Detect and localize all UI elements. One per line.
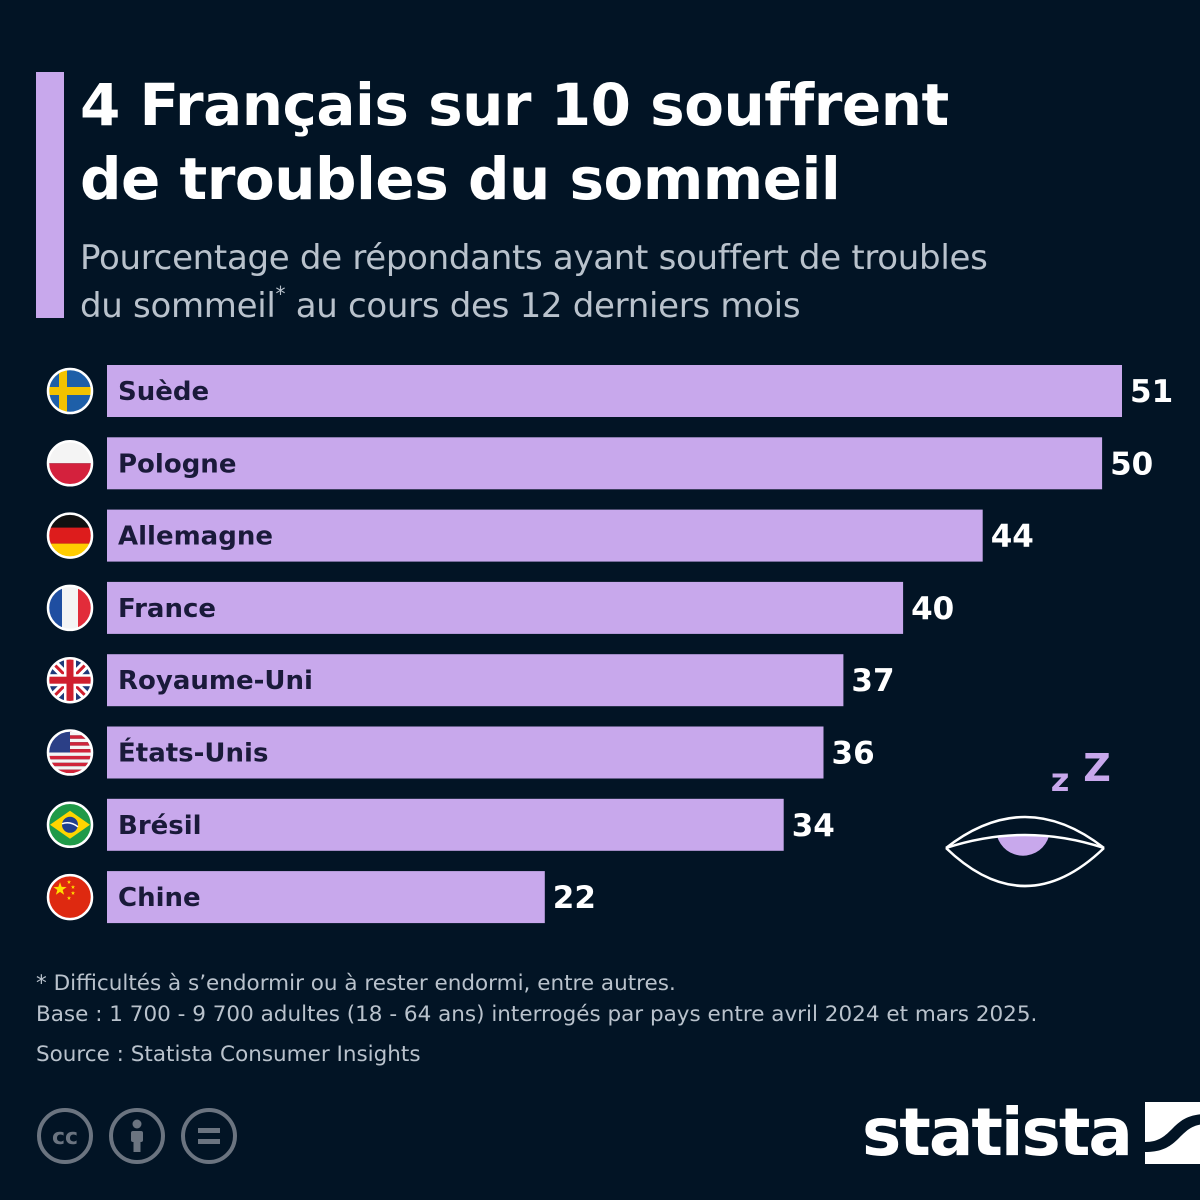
bar-category-label: Chine — [118, 883, 201, 913]
subtitle-line-2b: au cours des 12 derniers mois — [285, 286, 801, 326]
bar-value-label: 44 — [991, 519, 1034, 555]
bar-category-label: Royaume-Uni — [118, 666, 313, 696]
cc-icon[interactable]: cc — [36, 1107, 94, 1165]
footnote-line-2: Base : 1 700 - 9 700 adultes (18 - 64 an… — [36, 1002, 1038, 1027]
bar-value-label: 36 — [832, 736, 875, 772]
page-title: 4 Français sur 10 souffrent de troubles … — [80, 68, 1140, 216]
z-small-text: z — [1051, 761, 1070, 799]
sleepy-eye-icon: z Z — [945, 746, 1111, 888]
footnote: * Difficultés à s’endormir ou à rester e… — [36, 968, 1136, 1030]
bar — [107, 798, 784, 851]
france-flag-icon — [46, 584, 94, 632]
brand-wordmark: statista — [862, 1094, 1133, 1171]
bar — [107, 437, 1103, 490]
license-icons: cc — [36, 1107, 238, 1165]
bar-value-label: 51 — [1130, 374, 1173, 410]
bar-value-label: 34 — [792, 808, 835, 844]
attribution-icon[interactable] — [108, 1107, 166, 1165]
bar — [107, 365, 1122, 417]
z-large-text: Z — [1083, 746, 1111, 790]
subtitle-line-2: du sommeil* au cours des 12 derniers moi… — [80, 282, 1160, 330]
bar-value-label: 22 — [553, 880, 596, 916]
subtitle-line-1: Pourcentage de répondants ayant souffert… — [80, 238, 988, 278]
svg-text:cc: cc — [52, 1125, 78, 1150]
sweden-flag-icon — [46, 367, 94, 415]
china-flag-icon — [46, 873, 94, 921]
title-accent-bar — [36, 72, 64, 318]
usa-flag-icon — [46, 729, 94, 776]
bar — [107, 509, 983, 562]
bar-value-label: 50 — [1110, 446, 1153, 482]
statista-brand[interactable]: statista — [862, 1098, 1200, 1168]
bar-value-label: 37 — [851, 663, 894, 699]
bar-category-label: Allemagne — [118, 522, 273, 552]
subtitle-line-2a: du sommeil — [80, 286, 276, 326]
bar — [107, 654, 844, 707]
bar-category-label: Pologne — [118, 449, 236, 479]
bar-value-label: 40 — [911, 591, 954, 627]
source-text: Source : Statista Consumer Insights — [36, 1042, 421, 1067]
statista-logo-icon — [1144, 1102, 1200, 1164]
bar — [107, 581, 904, 634]
bar-category-label: Suède — [118, 377, 209, 407]
bars-layer: Suède 51 Pologne 50 Allemagne 44 France 40 Royau… — [46, 365, 1173, 924]
title-line-2: de troubles du sommeil — [80, 145, 841, 213]
no-derivatives-icon[interactable] — [180, 1107, 238, 1165]
brazil-flag-icon — [46, 801, 94, 849]
chart-subtitle: Pourcentage de répondants ayant souffert… — [80, 234, 1160, 330]
bar — [107, 726, 824, 779]
poland-flag-icon — [46, 440, 94, 487]
bar-category-label: Brésil — [118, 811, 202, 841]
footnote-line-1: * Difficultés à s’endormir ou à rester e… — [36, 971, 676, 996]
bar-category-label: France — [118, 594, 216, 624]
germany-flag-icon — [46, 512, 94, 559]
subtitle-footnote-mark: * — [275, 282, 286, 306]
uk-flag-icon — [46, 656, 94, 704]
bar-category-label: États-Unis — [118, 737, 268, 769]
bar — [107, 871, 545, 924]
title-line-1: 4 Français sur 10 souffrent — [80, 71, 949, 139]
